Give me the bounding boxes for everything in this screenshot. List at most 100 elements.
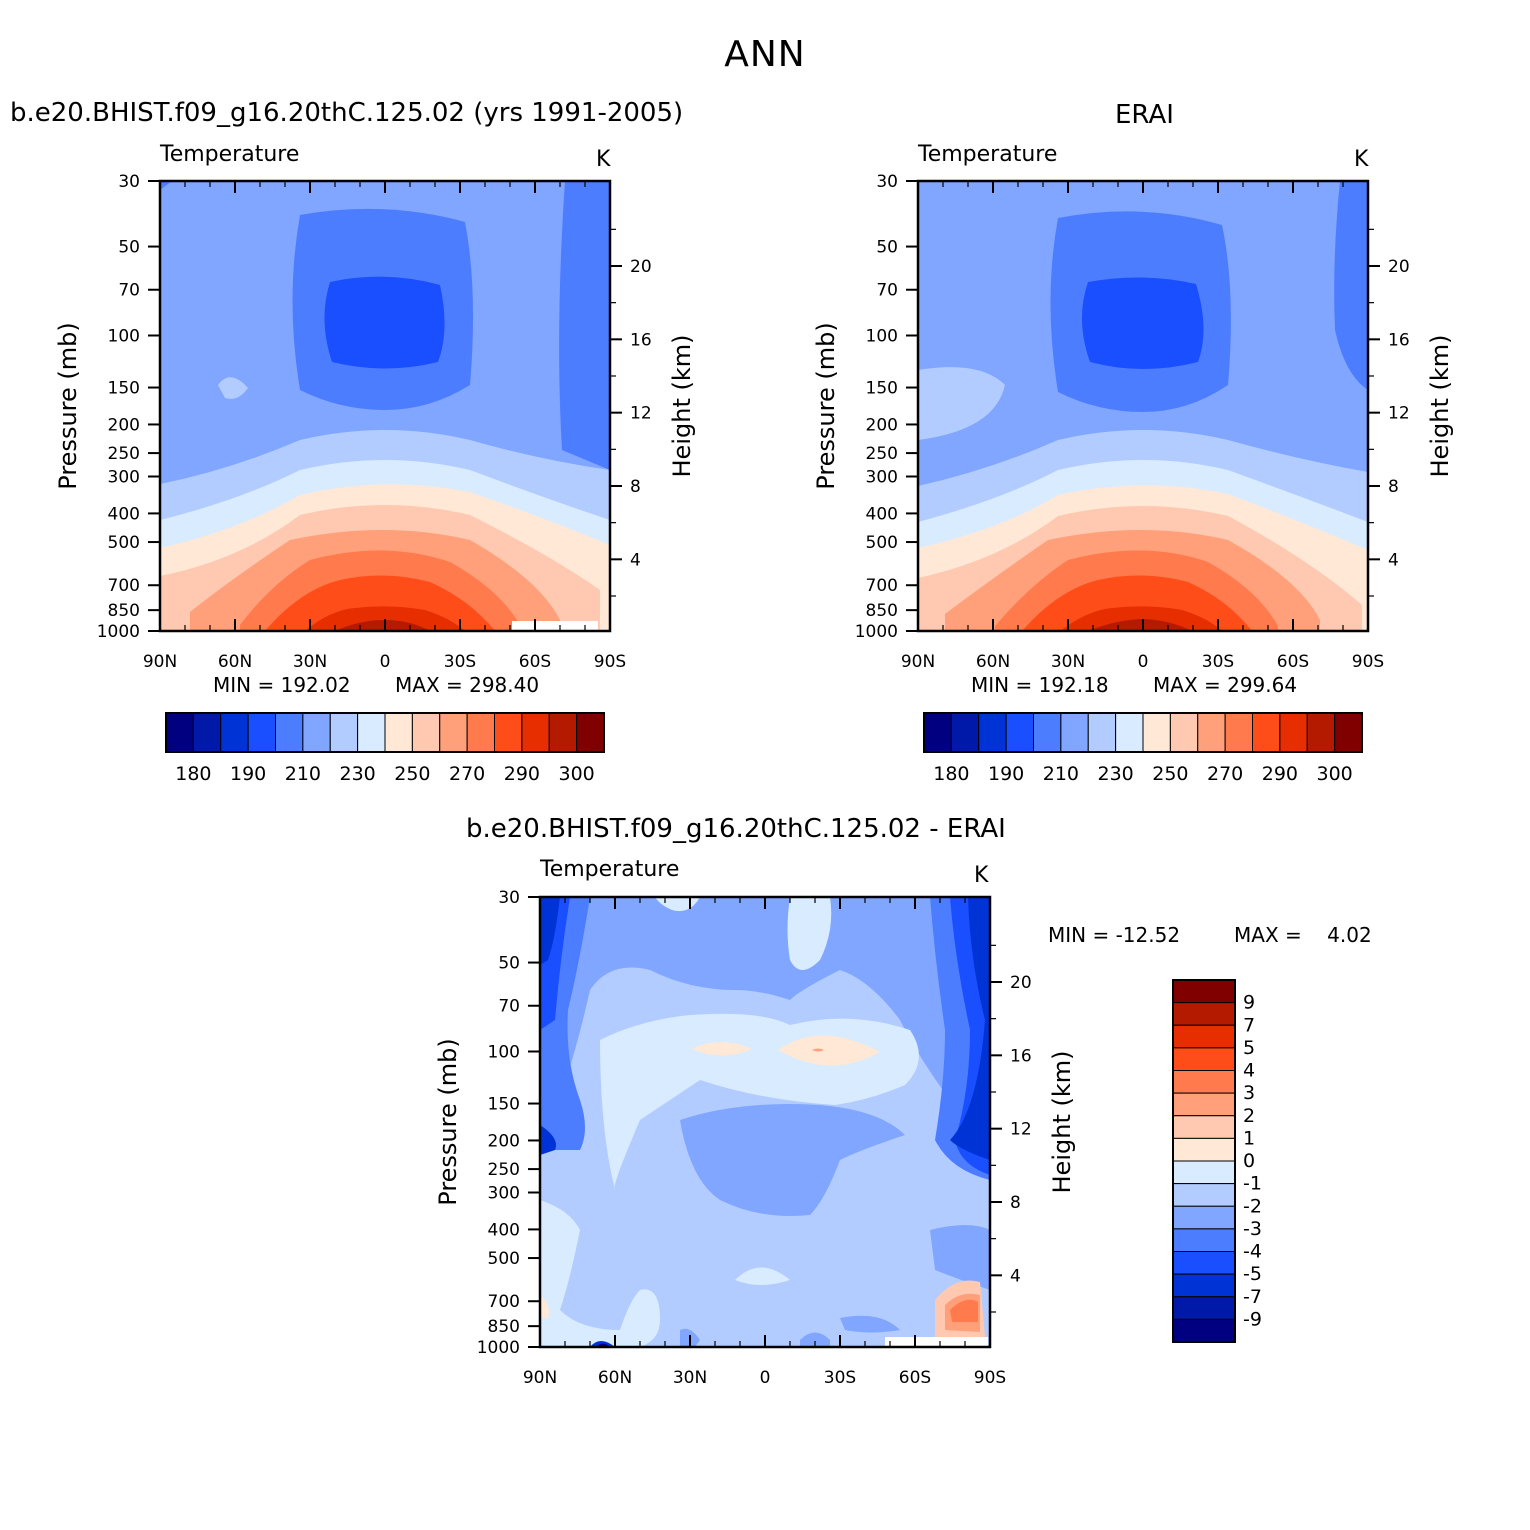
obs-fill-tropics-core — [1081, 277, 1204, 369]
model-colorbar-label: 270 — [449, 763, 485, 785]
diff-colorbar-swatch — [1172, 1115, 1236, 1139]
diff-colorbar-swatch — [1172, 1318, 1236, 1343]
obs-ylabel: Pressure (mb) — [812, 322, 840, 489]
diff-fill-north-pole-mid-03 — [540, 1125, 556, 1155]
obs-colorbar-swatch — [1060, 712, 1089, 753]
diff-fill-low-d9 — [540, 1200, 660, 1347]
obs-plot: 90N 60N 30N 0 30S 60S 90S 30 50 70 100 150 200 250 300… — [855, 172, 1410, 672]
diff-ytick-label: 300 — [488, 1183, 520, 1203]
model-ytick-label: 700 — [108, 576, 140, 596]
model-panel-title: b.e20.BHIST.f09_g16.20thC.125.02 (yrs 19… — [10, 98, 684, 128]
obs-fill-e62e — [1060, 606, 1222, 631]
diff-colorbar-label: 7 — [1243, 1014, 1255, 1036]
diff-max-label: MAX = 4.02 — [1234, 923, 1372, 947]
model-fill-e62e — [305, 606, 465, 631]
model-y2tick-label: 8 — [630, 477, 641, 497]
diff-fill-ffe8-b — [778, 1035, 880, 1066]
obs-ytick-label: 300 — [866, 467, 898, 487]
diff-fill-low-north-ffe8 — [540, 1295, 549, 1318]
model-missing-data — [512, 621, 598, 631]
obs-colorbar-swatch — [923, 712, 952, 753]
obs-colorbar-swatch — [1169, 712, 1199, 753]
diff-fill-upper-80 — [540, 897, 990, 1150]
model-xtick-label: 60S — [519, 652, 551, 672]
obs-ytick-label: 850 — [866, 601, 898, 621]
diff-colorbar-label: -9 — [1243, 1308, 1262, 1330]
model-ytick-label: 70 — [118, 281, 140, 301]
model-plot: 90N 60N 30N 0 30S 60S 90S 30 50 70 100 150 200 250 300… — [97, 172, 652, 672]
model-ytick-label: 500 — [108, 533, 140, 553]
diff-colorbar-frame — [1172, 979, 1236, 1343]
obs-ytick-label: 500 — [866, 533, 898, 553]
obs-colorbar-swatch — [1087, 712, 1117, 753]
diff-fill-south-pole-03 — [950, 897, 990, 1160]
obs-y2tick-label: 20 — [1388, 257, 1410, 277]
model-colorbar-swatch — [302, 712, 331, 753]
diff-xtick-label: 60N — [598, 1368, 632, 1388]
obs-colorbar-swatch — [1197, 712, 1226, 753]
obs-subtitle: Temperature — [917, 142, 1057, 167]
model-ytick-label: 50 — [118, 238, 140, 258]
obs-ytick-label: 70 — [876, 281, 898, 301]
diff-colorbar-swatch — [1172, 1273, 1236, 1298]
model-colorbar-label: 230 — [339, 763, 375, 785]
diff-colorbar-swatch — [1172, 1024, 1236, 1049]
diff-ylabel: Pressure (mb) — [434, 1038, 462, 1205]
diff-axes: 90N 60N 30N 0 30S 60S 90S 30 50 70 100 150 200 250 300… — [477, 888, 1032, 1388]
obs-ytick-label: 200 — [866, 415, 898, 435]
model-colorbar-swatch — [576, 712, 605, 753]
model-fill-tropics-core — [324, 276, 445, 369]
model-colorbar-swatch — [192, 712, 222, 753]
obs-colorbar-swatch — [1306, 712, 1336, 753]
diff-colorbar-swatch — [1172, 1137, 1236, 1162]
model-ytick-label: 850 — [108, 601, 140, 621]
diff-fill-low-80-c — [840, 1315, 900, 1333]
model-ytick-label: 250 — [108, 444, 140, 464]
model-colorbar-swatch — [275, 712, 304, 753]
diff-ytick-label: 200 — [488, 1131, 520, 1151]
diff-missing-data — [885, 1337, 988, 1347]
obs-y2tick-label: 16 — [1388, 330, 1410, 350]
diff-ytick-label: 400 — [488, 1220, 520, 1240]
model-colorbar-swatch — [411, 712, 441, 753]
obs-colorbar-swatch — [1033, 712, 1062, 753]
model-xtick-label: 30N — [293, 652, 327, 672]
model-ytick-label: 1000 — [97, 622, 140, 642]
diff-colorbar-label: -7 — [1243, 1286, 1262, 1308]
model-y2tick-label: 20 — [630, 257, 652, 277]
model-colorbar-label: 290 — [504, 763, 540, 785]
diff-ytick-label: 150 — [488, 1095, 520, 1115]
obs-ytick-label: 150 — [866, 379, 898, 399]
obs-colorbar-label: 270 — [1207, 763, 1243, 785]
model-colorbar-label: 210 — [285, 763, 321, 785]
diff-xtick-label: 90N — [523, 1368, 557, 1388]
obs-ytick-label: 700 — [866, 576, 898, 596]
obs-xtick-label: 60N — [976, 652, 1010, 672]
obs-colorbar-label: 180 — [933, 763, 969, 785]
diff-ytick-label: 100 — [488, 1043, 520, 1063]
model-y2tick-label: 16 — [630, 330, 652, 350]
obs-ytick-label: 1000 — [855, 622, 898, 642]
diff-ytick-label: 250 — [488, 1160, 520, 1180]
diff-colorbar-swatch — [1172, 1092, 1236, 1117]
page-title: ANN — [724, 34, 806, 75]
obs-colorbar-label: 250 — [1152, 763, 1188, 785]
diff-colorbar-label: 1 — [1243, 1127, 1255, 1149]
diff-colorbar-swatch — [1172, 1228, 1236, 1252]
diff-fill-ffe8-a — [692, 1042, 752, 1056]
model-colorbar-swatch — [247, 712, 276, 753]
diff-fill-north-pole-03 — [540, 897, 560, 965]
model-colorbar-label: 250 — [394, 763, 430, 785]
model-xtick-label: 0 — [380, 652, 391, 672]
diff-fill-low-south-80 — [930, 1225, 990, 1290]
diff-colorbar-label: -4 — [1243, 1241, 1262, 1263]
obs-units: K — [1354, 147, 1369, 172]
diff-colorbar-swatch — [1172, 1183, 1236, 1207]
diff-xtick-label: 60S — [899, 1368, 931, 1388]
diff-colorbar-label: 2 — [1243, 1105, 1255, 1127]
model-fill-b31a — [335, 620, 430, 631]
model-ytick-label: 400 — [108, 504, 140, 524]
diff-y2tick-label: 16 — [1010, 1046, 1032, 1066]
model-colorbar-swatch — [329, 712, 359, 753]
